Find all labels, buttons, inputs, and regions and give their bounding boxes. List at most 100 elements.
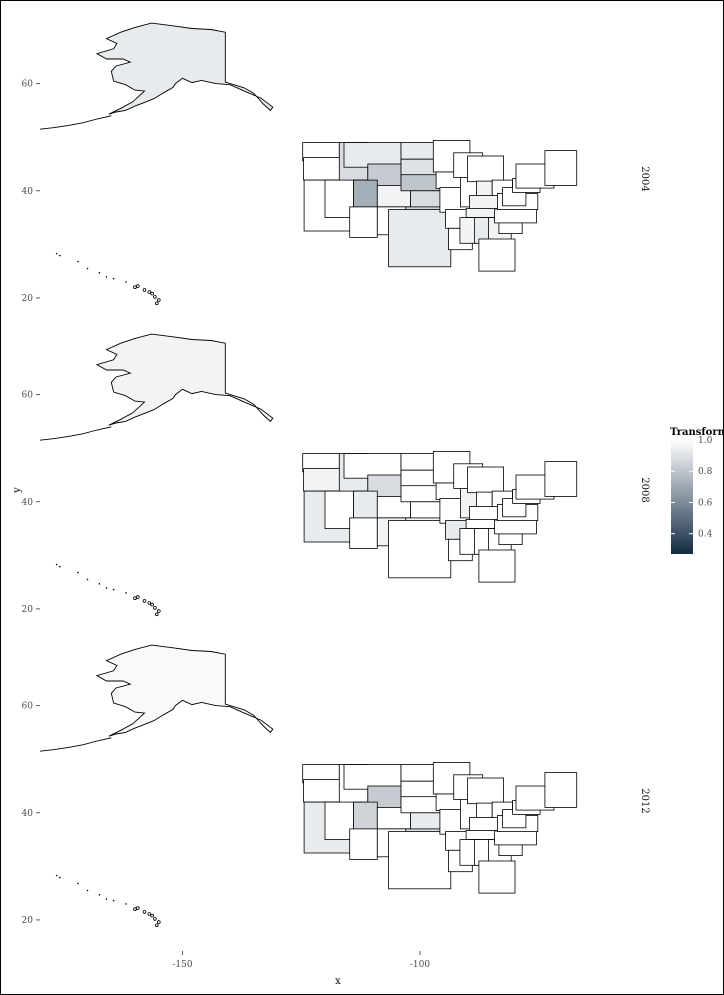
state-ut bbox=[353, 179, 378, 208]
state-ms bbox=[459, 217, 477, 244]
hawaii-islet bbox=[86, 889, 89, 892]
state-ut bbox=[353, 801, 378, 830]
aleutian-islands bbox=[39, 737, 112, 752]
state-ut bbox=[353, 490, 378, 519]
state-hi bbox=[142, 288, 147, 292]
state-ak bbox=[95, 644, 274, 737]
hawaii-islet bbox=[112, 277, 115, 280]
state-hi bbox=[155, 923, 159, 928]
hawaii-islet bbox=[112, 899, 115, 902]
y-tick-label: 40 bbox=[22, 187, 34, 197]
state-ms bbox=[459, 839, 477, 866]
y-tick-label: 40 bbox=[22, 809, 34, 819]
y-tick-label: 60 bbox=[22, 391, 34, 401]
legend-tick-label: 0.8 bbox=[698, 467, 713, 477]
facet-strip-label: 2008 bbox=[639, 477, 650, 502]
state-hi bbox=[147, 290, 152, 294]
hawaii-islet bbox=[59, 876, 61, 879]
state-hi bbox=[153, 295, 157, 299]
state-hi bbox=[153, 917, 157, 921]
state-hi bbox=[157, 609, 161, 613]
y-tick-label: 60 bbox=[22, 702, 34, 712]
state-or bbox=[303, 157, 343, 181]
hawaii-islet bbox=[125, 903, 127, 905]
state-hi bbox=[133, 285, 137, 290]
state-nc bbox=[494, 208, 537, 224]
facet-panel-2012: 2012 20 40 60 bbox=[22, 644, 650, 928]
hawaii-islet bbox=[77, 882, 79, 885]
state-az bbox=[349, 206, 378, 238]
state-nc bbox=[494, 830, 537, 846]
state-hi bbox=[150, 913, 154, 918]
x-tick-label: -150 bbox=[172, 960, 192, 970]
state-tx bbox=[388, 520, 452, 579]
state-nv bbox=[324, 801, 354, 840]
state-hi bbox=[136, 595, 140, 599]
state-nd bbox=[400, 453, 437, 471]
state-mi bbox=[467, 777, 504, 805]
hawaii-islet bbox=[55, 563, 58, 566]
state-fl bbox=[478, 238, 516, 272]
hawaii-islet bbox=[105, 898, 108, 900]
x-tick-label: -100 bbox=[410, 960, 430, 970]
legend-tick-label: 1.0 bbox=[698, 436, 713, 446]
state-ak bbox=[95, 22, 274, 115]
state-hi bbox=[157, 920, 161, 924]
state-hi bbox=[150, 602, 154, 607]
hawaii-islet bbox=[77, 260, 79, 263]
state-fl bbox=[478, 549, 516, 583]
state-nc bbox=[494, 519, 537, 535]
hawaii-islet bbox=[112, 588, 115, 591]
state-mi bbox=[467, 155, 504, 183]
state-hi bbox=[147, 601, 152, 605]
facet-panel-2004: 2004 20 40 60 bbox=[22, 22, 650, 306]
state-ne_states bbox=[544, 150, 578, 186]
state-tx bbox=[388, 209, 452, 268]
state-or bbox=[303, 779, 343, 803]
state-mt bbox=[343, 142, 402, 168]
state-hi bbox=[136, 906, 140, 910]
hawaii-islet bbox=[98, 272, 101, 274]
facet-strip-label: 2004 bbox=[639, 166, 650, 191]
aleutian-islands bbox=[39, 115, 112, 130]
state-nv bbox=[324, 179, 354, 219]
state-az bbox=[349, 828, 378, 860]
state-ne_states bbox=[544, 461, 578, 497]
state-hi bbox=[153, 606, 157, 610]
hawaii-islet bbox=[77, 571, 79, 574]
state-ak bbox=[95, 333, 274, 426]
state-mt bbox=[343, 453, 402, 479]
state-hi bbox=[133, 907, 137, 911]
y-tick-label: 20 bbox=[22, 294, 34, 304]
aleutian-islands bbox=[39, 426, 112, 441]
state-hi bbox=[142, 599, 147, 603]
state-mi bbox=[467, 466, 504, 494]
y-axis-title: y bbox=[12, 487, 23, 494]
hawaii-islet bbox=[86, 578, 89, 581]
y-tick-label: 20 bbox=[22, 916, 34, 926]
hawaii-islet bbox=[98, 583, 101, 585]
hawaii-islet bbox=[98, 894, 101, 896]
hawaii-islet bbox=[55, 874, 58, 877]
state-hi bbox=[133, 596, 137, 600]
y-tick-label: 40 bbox=[22, 498, 34, 508]
state-ne_states bbox=[544, 772, 578, 808]
y-tick-label: 20 bbox=[22, 605, 34, 615]
state-hi bbox=[136, 284, 140, 288]
facet-panel-2008: 2008 20 40 60 bbox=[22, 333, 650, 617]
state-nd bbox=[400, 764, 437, 782]
legend-title: Transform bbox=[670, 427, 724, 438]
hawaii-islet bbox=[105, 276, 108, 278]
hawaii-islet bbox=[55, 252, 58, 255]
state-mt bbox=[343, 764, 402, 790]
hawaii-islet bbox=[86, 267, 89, 270]
legend-tick-label: 0.6 bbox=[698, 498, 713, 508]
x-axis-title: x bbox=[335, 976, 341, 987]
legend-colorbar bbox=[671, 440, 693, 554]
state-ms bbox=[459, 528, 477, 555]
state-nd bbox=[400, 142, 437, 160]
y-tick-label: 60 bbox=[22, 80, 34, 90]
hawaii-islet bbox=[125, 281, 127, 283]
state-hi bbox=[155, 612, 159, 617]
